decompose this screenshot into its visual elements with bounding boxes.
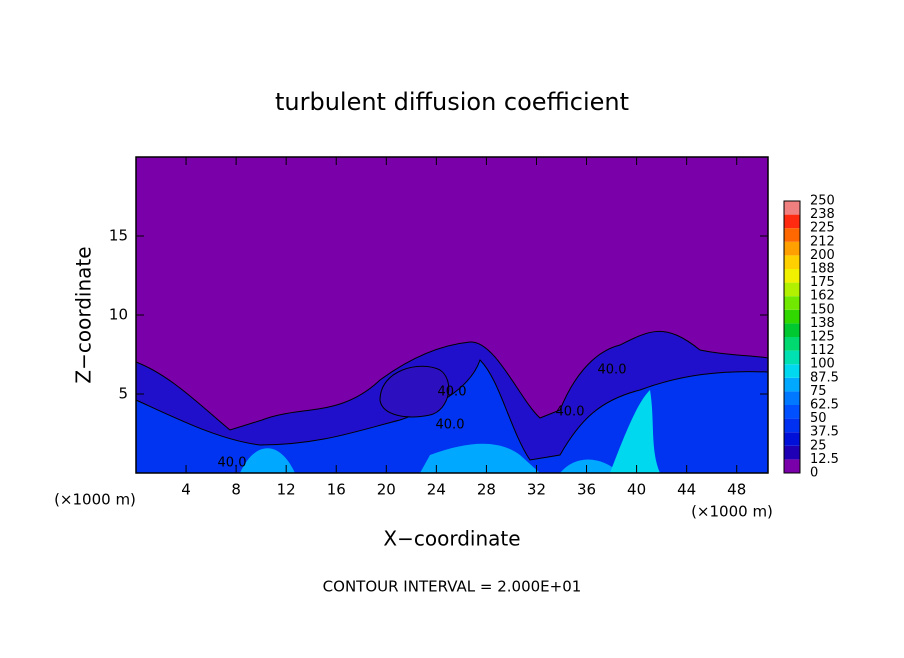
contour-label: 40.0 <box>438 385 467 400</box>
footer: CONTOUR INTERVAL = 2.000E+01 <box>323 578 582 596</box>
colorbar-label: 50 <box>810 411 827 426</box>
y-tick-label: 10 <box>109 306 128 324</box>
colorbar-bin <box>784 323 800 337</box>
x-tick-label: 8 <box>231 481 241 499</box>
colorbar-label: 150 <box>810 302 835 317</box>
colorbar-bin <box>784 296 800 310</box>
field-region <box>135 359 769 474</box>
colorbar-label: 0 <box>810 466 818 481</box>
field-region <box>610 390 660 473</box>
contour-label: 40.0 <box>436 418 465 433</box>
field-region <box>379 365 450 418</box>
x-unit: (×1000 m) <box>691 503 773 521</box>
colorbar-label: 212 <box>810 234 835 249</box>
y-axis-label: Z−coordinate <box>72 246 96 383</box>
colorbar-label: 37.5 <box>810 425 839 440</box>
colorbar-label: 25 <box>810 438 827 453</box>
colorbar-bin <box>784 309 800 324</box>
contour-label: 40.0 <box>556 405 585 420</box>
x-tick-label: 24 <box>427 481 446 499</box>
x-tick-label: 28 <box>477 481 496 499</box>
colorbar-bin <box>784 364 800 378</box>
colorbar-bin <box>784 418 800 433</box>
contour-label: 40.0 <box>218 456 247 471</box>
y-tick-label: 5 <box>118 385 128 403</box>
x-tick-label: 12 <box>277 481 296 499</box>
colorbar-bin <box>784 350 800 365</box>
colorbar-label: 75 <box>810 384 827 399</box>
colorbar-bin <box>784 391 800 405</box>
colorbar-bin <box>784 405 800 419</box>
colorbar-bin <box>784 201 800 215</box>
x-unit: (×1000 m) <box>54 491 136 509</box>
colorbar-label: 112 <box>810 343 835 358</box>
colorbar-bin <box>784 445 800 460</box>
x-tick-label: 16 <box>327 481 346 499</box>
x-tick-label: 32 <box>527 481 546 499</box>
colorbar-label: 250 <box>810 194 835 209</box>
colorbar-bin <box>784 228 800 242</box>
x-axis-label: X−coordinate <box>383 527 520 551</box>
colorbar-label: 12.5 <box>810 452 839 467</box>
colorbar-label: 125 <box>810 330 835 345</box>
colorbar-bin <box>784 377 800 392</box>
colorbar-label: 238 <box>810 207 835 222</box>
colorbar-label: 87.5 <box>810 370 839 385</box>
colorbar-bin <box>784 241 800 256</box>
colorbar-label: 225 <box>810 221 835 236</box>
colorbar-label: 175 <box>810 275 835 290</box>
colorbar-label: 62.5 <box>810 398 839 413</box>
x-tick-label: 4 <box>181 481 191 499</box>
field <box>135 156 769 474</box>
colorbar-label: 200 <box>810 248 835 263</box>
x-tick-label: 20 <box>377 481 396 499</box>
x-tick-label: 44 <box>677 481 696 499</box>
colorbar-frame <box>783 200 801 474</box>
x-tick-label: 40 <box>627 481 646 499</box>
colorbar-bin <box>784 214 800 229</box>
chart-title: turbulent diffusion coefficient <box>275 88 629 116</box>
x-tick-label: 48 <box>727 481 746 499</box>
colorbar-bin <box>784 269 800 283</box>
colorbar-bin <box>784 459 800 473</box>
y-tick-label: 15 <box>109 227 128 245</box>
colorbar-bin <box>784 432 800 446</box>
contour-label: 40.0 <box>598 363 627 378</box>
field-region <box>240 443 620 473</box>
colorbar-label: 138 <box>810 316 835 331</box>
colorbar-label: 162 <box>810 289 835 304</box>
x-tick-label: 36 <box>577 481 596 499</box>
colorbar-label: 188 <box>810 262 835 277</box>
colorbar-bin <box>784 337 800 351</box>
colorbar-label: 100 <box>810 357 835 372</box>
colorbar-bin <box>784 255 800 269</box>
colorbar-bin <box>784 282 800 297</box>
